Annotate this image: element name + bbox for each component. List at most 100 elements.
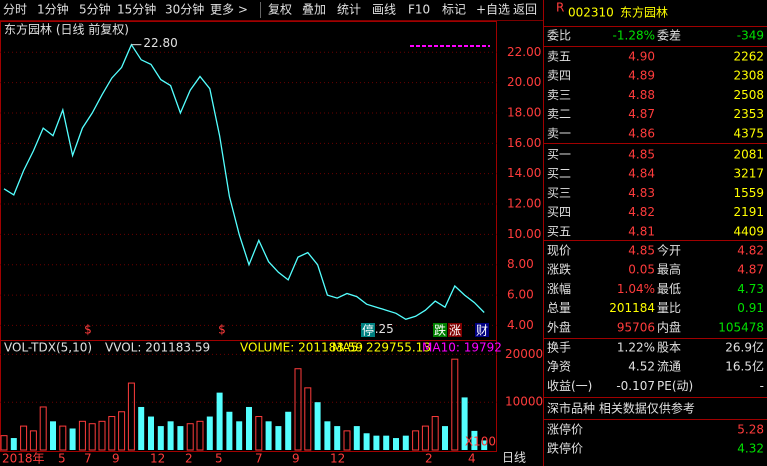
row-label: 换手 (547, 341, 571, 355)
row-label: 买一 (547, 148, 571, 162)
toolbar-button[interactable]: +自选 (476, 3, 510, 17)
x-tick-label: 9 (292, 452, 300, 466)
marker[interactable]: 涨 (449, 323, 461, 338)
row-value: 4.85 (628, 244, 655, 258)
volume-bar (108, 416, 116, 451)
row-label: 买二 (547, 167, 571, 181)
chart-frame (0, 21, 497, 452)
toolbar-button[interactable]: 叠加 (302, 3, 326, 17)
row-label: 买三 (547, 186, 571, 200)
row-label: 委比 (547, 29, 571, 43)
x-tick-label: 7 (255, 452, 263, 466)
toolbar-button[interactable]: 更多 > (210, 3, 248, 17)
row-value: 4375 (733, 126, 764, 140)
volume-bar (294, 368, 302, 451)
marker-box (475, 323, 489, 337)
toolbar-button[interactable]: 分时 (3, 3, 27, 17)
row-value: 4.90 (628, 50, 655, 64)
volume-bar (29, 430, 37, 451)
volume-bar (39, 406, 47, 451)
high-label: 22.80 (143, 36, 177, 50)
row-label: 股本 (657, 341, 681, 355)
row-label: 现价 (547, 244, 571, 258)
row-label: 量比 (657, 301, 681, 315)
y-tick-label: 20.00 (507, 75, 541, 89)
indicator-label: VOL-TDX(5,10) (4, 341, 92, 355)
volume-bar (127, 382, 135, 451)
volume-bar (334, 426, 341, 450)
volume-bar (442, 426, 448, 450)
y-tick-label: 14.00 (507, 166, 541, 180)
volume-bar (421, 425, 429, 451)
volume-bar (196, 420, 204, 451)
row-value: 4.73 (737, 282, 764, 296)
volume-bar (78, 420, 86, 451)
row-label: 净资 (547, 360, 571, 374)
row-value: 4409 (733, 224, 764, 238)
toolbar-button[interactable]: 画线 (372, 3, 396, 17)
y-tick-label: 18.00 (507, 105, 541, 119)
marker[interactable]: 停 (362, 323, 374, 338)
volume-tick-label: 20000 (505, 347, 543, 361)
x-tick-label: 12 (330, 452, 345, 466)
row-label: 涨跌 (547, 262, 571, 277)
row-value: -349 (737, 29, 764, 43)
flag: R (556, 1, 564, 15)
x-tick-label: 2 (185, 452, 193, 466)
volume-bar (265, 421, 272, 450)
volume-bar (373, 435, 380, 450)
volume-bar (412, 430, 420, 451)
toolbar-button[interactable]: 复权 (268, 3, 292, 17)
marker[interactable]: 跌 (434, 323, 446, 338)
toolbar-button[interactable]: 5分钟 (79, 2, 111, 17)
period-label: 日线 (502, 451, 526, 465)
row-value: 4.86 (628, 126, 655, 140)
row-label: 涨停价 (547, 422, 583, 437)
volume-bar (20, 425, 28, 451)
volume-bar (148, 416, 154, 450)
row-label: 内盘 (657, 319, 681, 334)
row-value: 4.82 (628, 205, 655, 219)
x-tick-label: 2018年 (2, 452, 45, 466)
toolbar-button[interactable]: 统计 (337, 3, 361, 17)
row-label: 今开 (657, 243, 681, 258)
row-value: 4.88 (628, 88, 655, 102)
volume-bar (285, 411, 292, 450)
volume-bar (363, 433, 370, 450)
row-label: 收益(一) (547, 379, 592, 393)
row-label: 涨幅 (547, 281, 571, 296)
toolbar-button[interactable]: 15分钟 (117, 2, 156, 17)
volume-bar (157, 426, 164, 450)
toolbar-button[interactable]: 1分钟 (37, 2, 69, 17)
volume-bar (138, 406, 145, 450)
toolbar-button[interactable]: 返回 (513, 3, 537, 17)
row-value: 1.22% (617, 341, 655, 355)
notice: 深市品种 相关数据仅供参考 (547, 401, 695, 416)
row-label: 卖一 (547, 126, 571, 140)
event-mark[interactable]: $ (218, 323, 226, 337)
row-value: 4.32 (737, 442, 764, 456)
event-mark[interactable]: $ (84, 323, 92, 337)
toolbar-button[interactable]: 30分钟 (165, 2, 204, 17)
volume-bar (324, 421, 331, 450)
row-label: 卖四 (547, 69, 571, 83)
toolbar-button[interactable]: 标记 (442, 3, 466, 17)
row-value: 16.5亿 (725, 359, 764, 374)
volume-bar (88, 423, 96, 451)
marker[interactable]: 财 (476, 324, 488, 338)
volume-bar (226, 411, 233, 450)
row-label: 买五 (547, 224, 571, 238)
row-value: - (760, 379, 764, 393)
indicator-label: MA10: 19792 (422, 341, 502, 355)
row-value: 3217 (733, 167, 764, 181)
x-tick-label: 5 (58, 452, 66, 466)
volume-bar (451, 358, 459, 451)
volume-bar (0, 435, 8, 451)
toolbar-button[interactable]: F10 (408, 3, 430, 17)
row-value: 4.89 (628, 69, 655, 83)
row-label: 跌停价 (547, 441, 583, 456)
row-label: PE(动) (657, 379, 693, 393)
volume-bar (461, 397, 468, 450)
row-label: 最低 (657, 282, 681, 296)
row-label: 最高 (657, 262, 681, 277)
